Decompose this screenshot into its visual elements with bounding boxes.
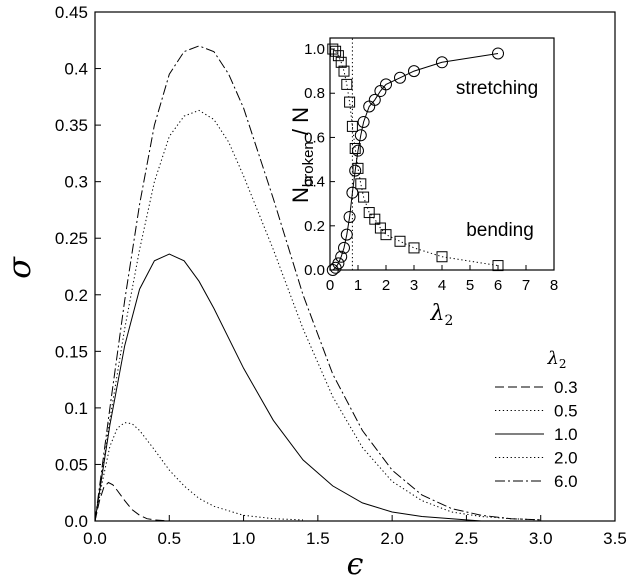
main-x-tick-label: 1.5	[306, 529, 330, 548]
inset-point-stretching	[357, 115, 370, 128]
series-line-1.0	[94, 253, 482, 522]
inset-x-tick-label: 2	[382, 277, 390, 294]
inset-point-bending	[394, 235, 406, 247]
main-x-tick-label: 1.0	[232, 529, 256, 548]
inset-point-stretching	[335, 250, 348, 263]
annotation-stretching: stretching	[456, 78, 538, 99]
annotation-bending: bending	[466, 220, 534, 241]
inset-x-tick-label: 5	[466, 277, 474, 294]
main-x-tick-label: 2.0	[380, 529, 404, 548]
main-y-tick-label: 0.1	[64, 399, 88, 418]
main-axis-ticks: 0.0 0.5 1.0 1.5 2.0 2.5 3.0 3.50.00.050.10.150.…	[55, 3, 627, 548]
inset-point-bending	[380, 229, 392, 241]
inset-point-stretching	[343, 210, 356, 223]
inset-point-stretching	[340, 228, 353, 241]
inset-x-tick-label: 8	[550, 277, 558, 294]
main-x-tick-label: 3.0	[529, 529, 553, 548]
main-y-tick-label: 0.4	[64, 60, 88, 79]
main-y-tick-label: 0.05	[55, 455, 88, 474]
inset-point-bending	[369, 213, 381, 225]
inset-point-bending	[436, 251, 448, 263]
main-y-tick-label: 0.2	[64, 286, 88, 305]
main-y-tick-label: 0.25	[55, 229, 88, 248]
inset-x-tick-label: 6	[494, 277, 502, 294]
inset-background	[330, 38, 554, 270]
inset-x-tick-label: 1	[354, 277, 362, 294]
legend: 0.3 0.5 1.0 2.0 6.0	[495, 378, 578, 491]
inset-point-stretching	[346, 186, 359, 199]
main-y-tick-label: 0.35	[55, 116, 88, 135]
inset-point-bending	[408, 242, 420, 254]
inset-point-stretching	[394, 71, 406, 84]
legend-label-6.0: 6.0	[554, 472, 578, 491]
inset-point-bending	[330, 45, 342, 57]
inset-point-stretching	[368, 93, 381, 106]
main-y-tick-label: 0.0	[64, 512, 88, 531]
inset-point-bending	[335, 56, 347, 68]
inset-y-tick-label: 0.4	[304, 174, 325, 191]
inset-x-tick-label: 0	[326, 277, 334, 294]
inset-y-tick-label: 0.0	[304, 262, 325, 279]
inset-y-tick-label: 0.8	[304, 85, 325, 102]
inset-x-tick-label: 3	[410, 277, 418, 294]
main-y-axis-label: σ	[0, 256, 38, 279]
inset-point-bending	[341, 78, 353, 90]
inset-series	[326, 43, 504, 276]
inset-point-bending	[344, 96, 356, 108]
inset-point-stretching	[380, 78, 392, 91]
inset-point-bending	[492, 260, 504, 272]
inset-point-stretching	[349, 164, 362, 177]
inset-point-stretching	[408, 65, 420, 78]
legend-label-0.3: 0.3	[554, 378, 578, 397]
inset-x-tick-label: 7	[522, 277, 530, 294]
legend-title: λ2	[546, 348, 566, 371]
inset-point-bending	[374, 222, 386, 234]
inset-point-bending	[358, 191, 370, 203]
inset-y-axis-label: Nbroken / N	[288, 107, 317, 203]
legend-label-2.0: 2.0	[554, 449, 578, 468]
inset-point-bending	[338, 65, 350, 77]
main-y-tick-label: 0.15	[55, 342, 88, 361]
inset-line-stretching	[332, 53, 499, 271]
legend-label-0.5: 0.5	[554, 402, 578, 421]
inset-point-bending	[332, 50, 344, 62]
main-x-tick-label: 2.5	[455, 529, 479, 548]
main-x-tick-label: 3.5	[603, 529, 627, 548]
inset-point-stretching	[338, 241, 350, 254]
inset-point-bending	[363, 207, 375, 219]
main-plot-frame	[94, 11, 616, 522]
main-x-tick-label: 0.0	[83, 529, 107, 548]
inset-point-stretching	[352, 144, 364, 157]
legend-label-1.0: 1.0	[554, 425, 578, 444]
inset-point-stretching	[332, 257, 345, 270]
main-y-tick-label: 0.45	[55, 3, 88, 22]
inset-y-tick-label: 0.2	[304, 218, 325, 235]
inset-point-bending	[349, 142, 361, 154]
inset-point-stretching	[492, 47, 504, 60]
inset-point-bending	[327, 43, 339, 55]
inset-y-tick-label: 1.0	[304, 41, 325, 58]
main-x-tick-label: 0.5	[157, 529, 181, 548]
series-line-0.5	[94, 422, 304, 522]
series-line-2.0	[94, 109, 541, 522]
main-series-lines	[94, 45, 541, 522]
series-line-6.0	[94, 45, 541, 522]
inset-x-axis-label: λ2	[430, 301, 454, 329]
inset-axis-ticks: 0 1 2 3 4 5 6 7 8 0.0 0.2 0.4 0.6 0.8 1.0	[304, 38, 558, 294]
inset-point-bending	[355, 178, 367, 190]
inset-x-tick-label: 4	[438, 277, 446, 294]
inset-y-tick-label: 0.6	[304, 129, 325, 146]
inset-point-bending	[346, 120, 358, 132]
inset-point-stretching	[354, 129, 367, 142]
main-y-tick-label: 0.3	[64, 173, 88, 192]
series-line-0.3	[94, 481, 185, 522]
inset-point-stretching	[436, 56, 448, 69]
inset-point-bending	[352, 162, 364, 174]
main-x-axis-label: ϵ	[347, 547, 364, 581]
